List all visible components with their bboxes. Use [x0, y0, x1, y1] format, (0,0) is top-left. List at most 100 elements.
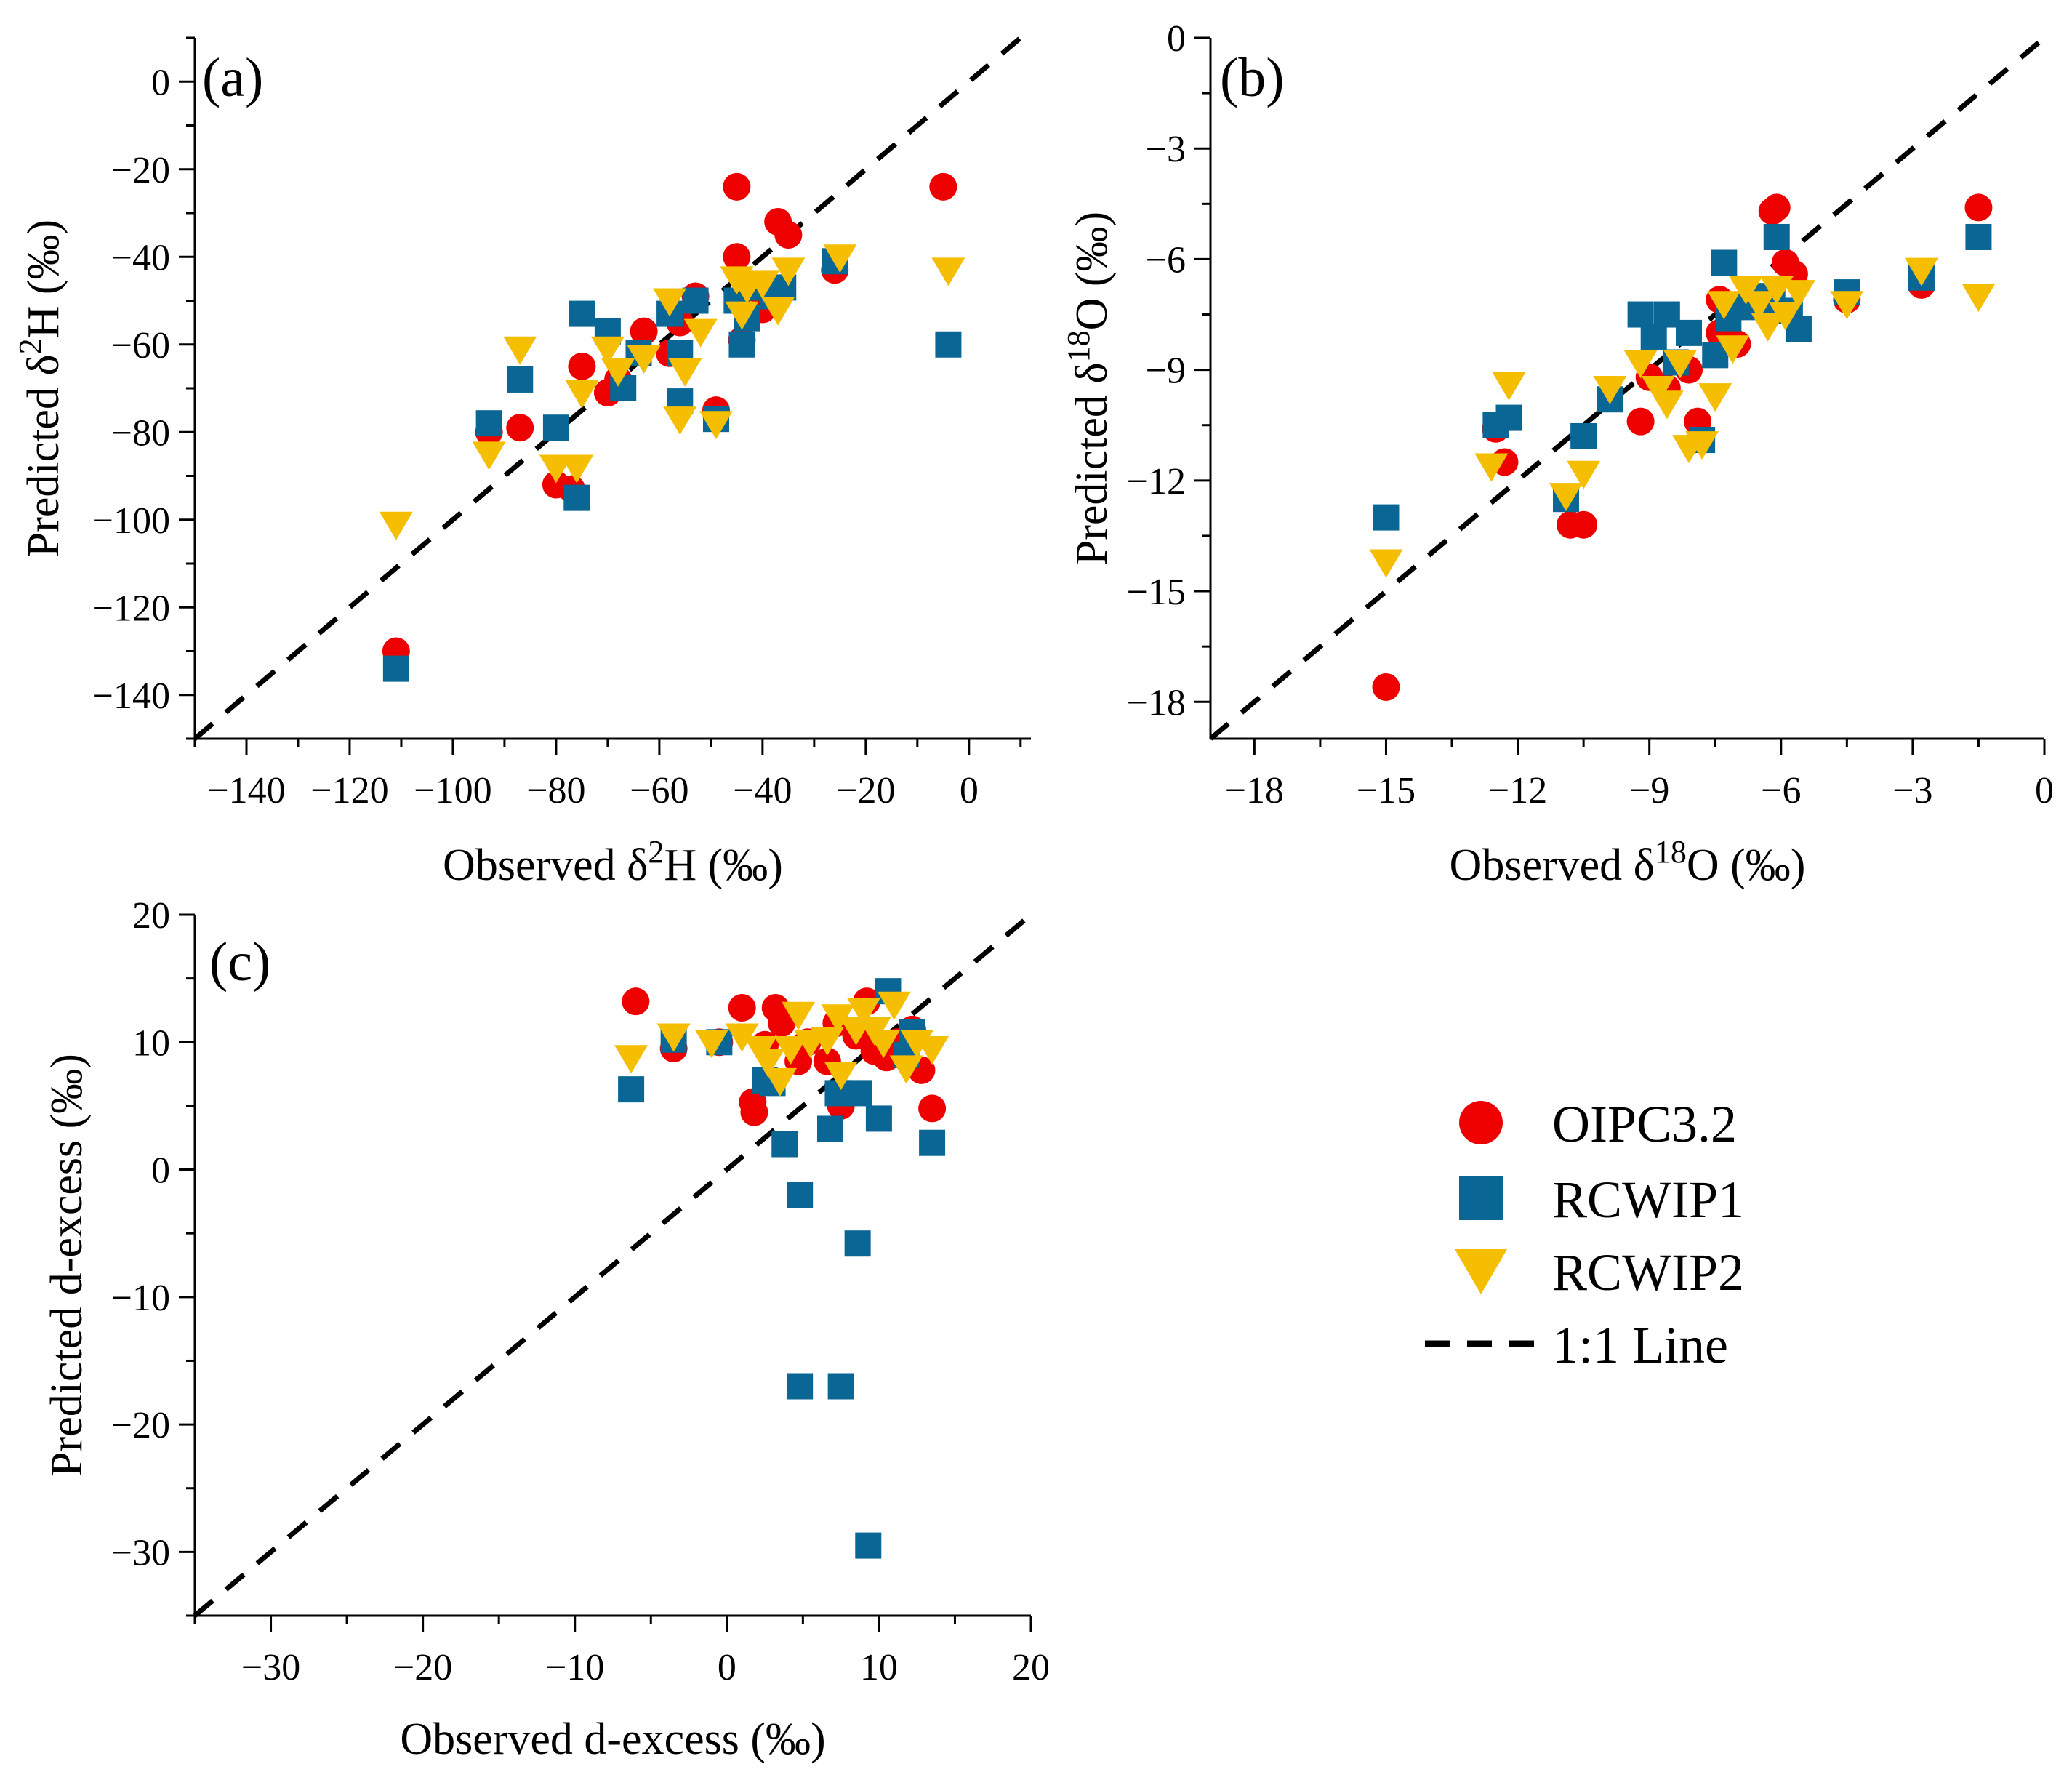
data-point-rcwip2	[824, 1062, 858, 1091]
x-tick-label: −12	[1488, 770, 1547, 811]
data-point-oipc32	[630, 317, 658, 345]
data-point-rcwip2	[614, 1045, 648, 1074]
series-rcwip2	[614, 991, 949, 1097]
data-point-rcwip2	[725, 1023, 759, 1052]
data-point-rcwip2	[1623, 350, 1658, 379]
x-axis-label-superscript: 2	[648, 834, 664, 870]
legend-label-oipc: OIPC3.2	[1552, 1095, 1737, 1153]
y-axis-label: Predicted δ18O (‰)	[1061, 212, 1117, 565]
data-point-rcwip2	[699, 411, 733, 440]
y-tick-label: −15	[1127, 572, 1186, 613]
data-point-oipc32	[1964, 193, 1993, 222]
y-tick-label: −6	[1146, 239, 1186, 281]
panel-b-scatter-plot: −18 −15 −12 −9 −6 −3 0 −18 −15 −12 −9 −6 −3 0 (b) Obser…	[1061, 18, 2055, 890]
data-point-rcwip1	[1495, 404, 1522, 431]
data-point-rcwip2	[503, 336, 537, 365]
x-tick-label: −6	[1761, 770, 1801, 811]
y-axis-label-unit: O (‰)	[1067, 212, 1117, 331]
y-tick-label: 0	[1167, 18, 1186, 60]
data-point-rcwip2	[915, 1036, 949, 1065]
data-point-oipc32	[929, 172, 957, 201]
y-tick-label: −10	[111, 1278, 170, 1319]
x-axis-label: Observed δ18O (‰)	[1450, 834, 1806, 891]
data-point-oipc32	[506, 414, 534, 442]
y-axis-label-unit: H (‰)	[19, 220, 68, 339]
x-axis-label-unit: O (‰)	[1687, 841, 1806, 890]
series-rcwip2	[1369, 257, 1996, 578]
data-point-rcwip1	[1373, 504, 1400, 531]
data-point-rcwip1	[569, 300, 595, 327]
data-point-rcwip2	[663, 406, 697, 436]
data-point-rcwip1	[787, 1182, 814, 1208]
data-point-rcwip1	[507, 366, 534, 393]
y-axis-label-text: Predicted δ	[1067, 362, 1117, 565]
data-point-rcwip2	[867, 1030, 901, 1059]
y-axis-label-superscript: 2	[12, 338, 48, 354]
data-point-oipc32	[1570, 510, 1598, 539]
y-axis-label: Predicted δ2H (‰)	[12, 220, 69, 557]
panel-a-scatter-plot: −140 −120 −100 −80 −60 −40 −20 0 −140 −120 −100 −80…	[12, 36, 1031, 890]
x-tick-label: −120	[310, 770, 388, 811]
data-point-rcwip2	[761, 297, 795, 326]
legend-marker-rcwip2	[1455, 1249, 1507, 1294]
data-point-oipc32	[622, 987, 650, 1016]
data-point-rcwip1	[1965, 223, 1992, 250]
data-point-rcwip1	[844, 1230, 871, 1257]
x-tick-label: 20	[1012, 1647, 1050, 1688]
x-tick-label: −15	[1357, 770, 1416, 811]
data-point-rcwip2	[627, 345, 661, 374]
x-axis-label: Observed d-excess (‰)	[400, 1715, 825, 1764]
data-point-oipc32	[723, 172, 751, 201]
data-point-rcwip2	[1742, 291, 1776, 320]
y-tick-label: −100	[92, 500, 170, 542]
x-tick-label: 0	[2035, 770, 2054, 811]
data-point-rcwip2	[1663, 350, 1697, 379]
legend-marker-rcwip1	[1459, 1176, 1503, 1220]
data-point-rcwip2	[1751, 313, 1785, 342]
y-tick-label: −140	[92, 675, 170, 717]
data-point-rcwip1	[382, 655, 409, 682]
data-point-rcwip2	[877, 991, 911, 1020]
y-axis-label: Predicted d-excess (‰)	[42, 1054, 92, 1477]
data-point-rcwip2	[653, 288, 687, 317]
y-tick-label: −20	[111, 1405, 170, 1446]
data-point-oipc32	[723, 243, 751, 271]
y-tick-label: −30	[111, 1532, 170, 1573]
series-rcwip2	[379, 244, 965, 540]
data-point-oipc32	[768, 1009, 796, 1037]
data-point-oipc32	[740, 1098, 768, 1126]
data-point-rcwip2	[751, 1049, 785, 1078]
data-point-rcwip2	[668, 358, 702, 387]
data-point-rcwip2	[1768, 302, 1802, 331]
y-tick-label: −120	[92, 588, 170, 629]
data-point-rcwip2	[1369, 549, 1403, 578]
x-axis-label-text: Observed d-excess (‰)	[400, 1715, 825, 1764]
data-point-rcwip2	[1729, 276, 1763, 305]
data-point-rcwip2	[683, 318, 718, 348]
x-tick-label: −30	[241, 1647, 300, 1688]
x-tick-label: −140	[207, 770, 285, 811]
y-tick-label: −3	[1146, 129, 1186, 170]
y-tick-label: −40	[111, 237, 170, 278]
data-point-rcwip2	[823, 244, 857, 273]
data-point-rcwip2	[1904, 257, 1938, 286]
x-tick-label: −60	[630, 770, 688, 811]
data-point-rcwip1	[618, 1076, 645, 1103]
x-tick-label: 0	[960, 770, 979, 811]
data-point-rcwip2	[774, 1036, 808, 1065]
legend-label-one-to-one: 1:1 Line	[1552, 1316, 1728, 1374]
legend: OIPC3.2 RCWIP1 RCWIP2 1:1 Line	[1425, 1095, 1744, 1374]
panel-label: (b)	[1220, 47, 1285, 108]
y-tick-label: 0	[151, 62, 170, 103]
x-tick-label: −80	[526, 770, 585, 811]
data-point-rcwip1	[1763, 223, 1790, 250]
x-tick-label: −10	[545, 1647, 604, 1688]
data-point-rcwip1	[771, 1131, 798, 1158]
x-tick-label: 0	[718, 1647, 736, 1688]
data-point-rcwip1	[1711, 249, 1738, 276]
panel-label: (c)	[209, 931, 270, 993]
data-point-rcwip1	[817, 1115, 843, 1142]
x-tick-label: 10	[860, 1647, 898, 1688]
data-point-rcwip2	[1707, 291, 1741, 320]
data-point-rcwip2	[1474, 453, 1509, 482]
